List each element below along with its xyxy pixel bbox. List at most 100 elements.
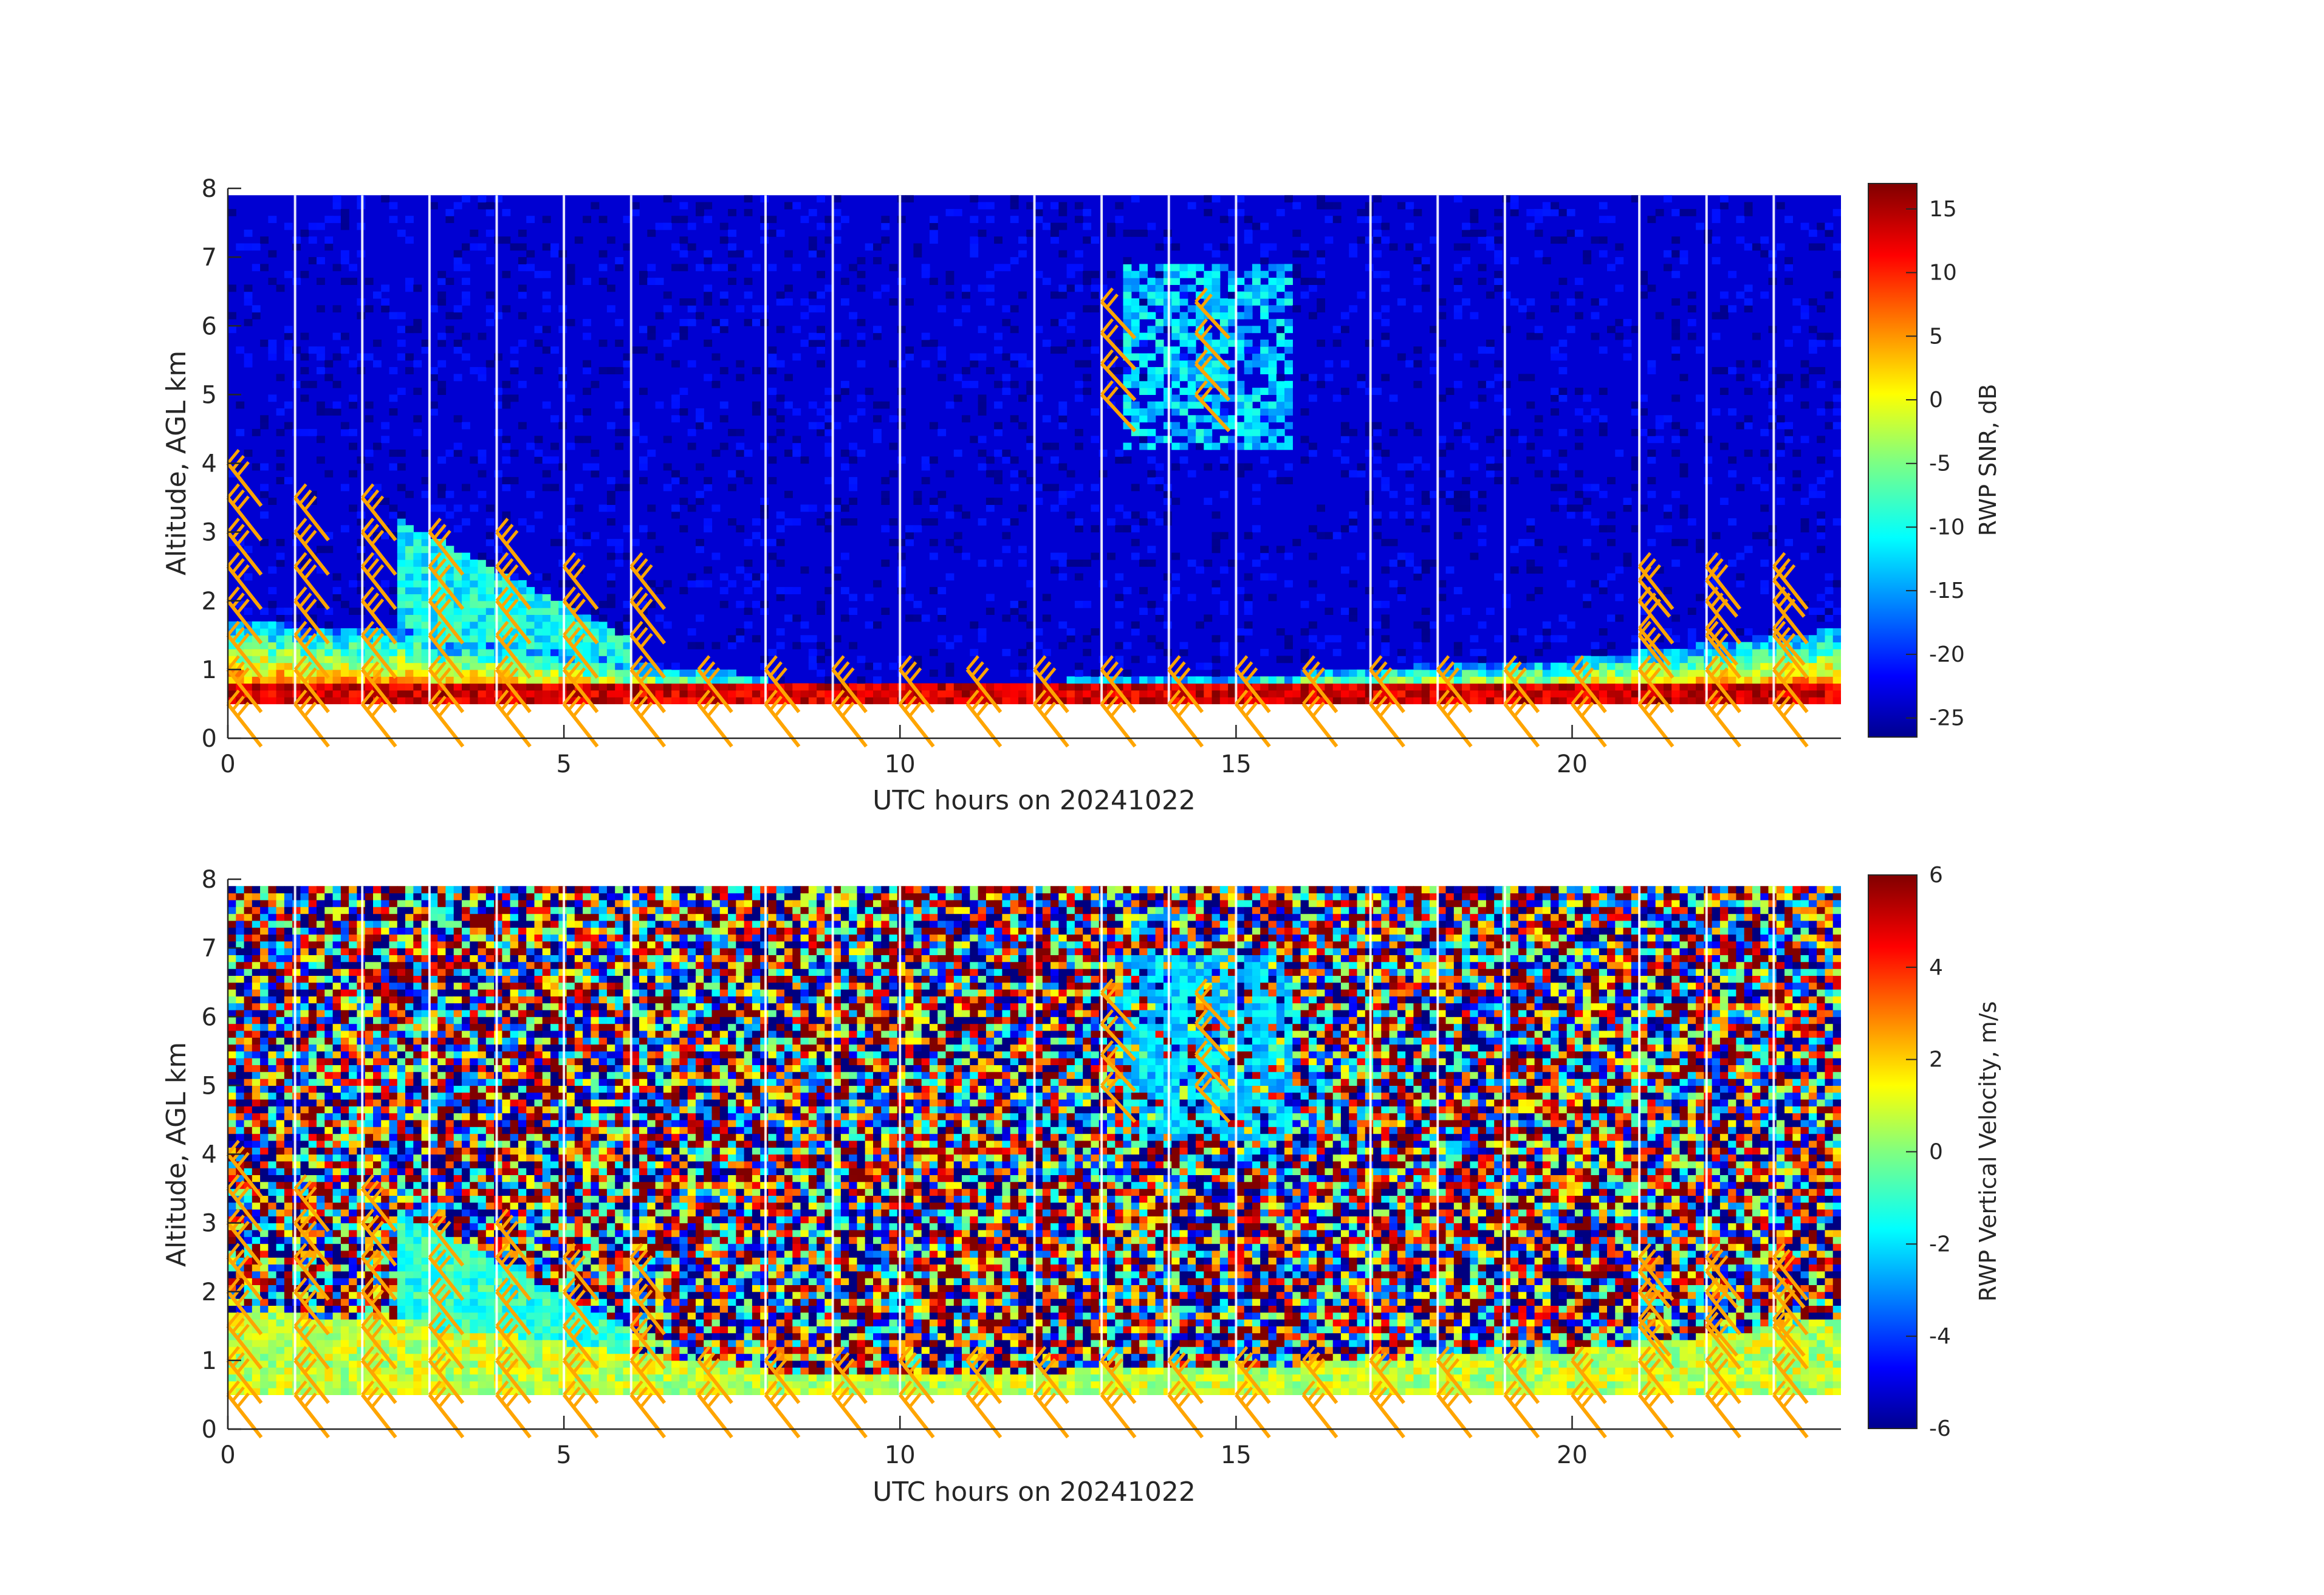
heatmap-cell [236, 1360, 245, 1368]
heatmap-cell [1196, 676, 1204, 684]
heatmap-cell [1058, 463, 1068, 471]
heatmap-cell [744, 676, 753, 684]
heatmap-cell [719, 236, 728, 244]
heatmap-cell [687, 669, 696, 677]
heatmap-cell [478, 243, 487, 251]
heatmap-cell [1115, 697, 1124, 704]
heatmap-cell [228, 1195, 236, 1203]
heatmap-cell [236, 463, 245, 471]
heatmap-cell [236, 1023, 245, 1031]
heatmap-cell [260, 927, 269, 935]
heatmap-cell [284, 332, 293, 340]
heatmap-cell [719, 587, 728, 594]
heatmap-cell [1373, 470, 1382, 478]
heatmap-cell [1558, 236, 1568, 244]
heatmap-cell [1171, 394, 1181, 402]
heatmap-cell [978, 401, 987, 409]
heatmap-cell [889, 264, 898, 272]
heatmap-cell [1478, 380, 1487, 388]
heatmap-cell [728, 484, 736, 492]
heatmap-cell [268, 1044, 277, 1052]
heatmap-cell [1260, 367, 1269, 374]
heatmap-cell [1817, 697, 1826, 704]
heatmap-cell [1083, 676, 1092, 684]
heatmap-cell [1526, 456, 1535, 464]
heatmap-cell [276, 1154, 285, 1162]
heatmap-cell [365, 463, 374, 471]
heatmap-cell [615, 367, 624, 374]
heatmap-cell [1784, 690, 1793, 698]
heatmap-cell [236, 1312, 245, 1320]
heatmap-cell [1066, 284, 1075, 292]
heatmap-cell [526, 690, 535, 698]
heatmap-cell [1155, 298, 1164, 306]
heatmap-cell [1558, 353, 1568, 361]
heatmap-cell [397, 676, 406, 684]
heatmap-cell [494, 621, 502, 629]
heatmap-cell [889, 298, 898, 306]
heatmap-cell [389, 676, 398, 684]
heatmap-cell [1502, 600, 1511, 608]
heatmap-cell [1083, 360, 1092, 368]
heatmap-cell [583, 388, 591, 395]
heatmap-cell [1300, 374, 1309, 382]
heatmap-cell [671, 504, 680, 512]
heatmap-cell [679, 525, 688, 533]
heatmap-cell [970, 380, 979, 388]
heatmap-cell [832, 208, 842, 216]
heatmap-cell [1413, 380, 1422, 388]
heatmap-cell [566, 442, 575, 450]
heatmap-cell [574, 697, 583, 704]
heatmap-cell [978, 690, 987, 698]
heatmap-cell [639, 600, 648, 608]
heatmap-cell [1131, 690, 1140, 698]
heatmap-cell [1332, 648, 1342, 656]
heatmap-cell [897, 573, 906, 581]
wind-barb [1705, 689, 1742, 748]
heatmap-cell [1631, 683, 1640, 691]
heatmap-cell [244, 982, 253, 990]
heatmap-cell [453, 339, 462, 347]
heatmap-cell [340, 600, 349, 608]
heatmap-cell [260, 1381, 269, 1388]
heatmap-cell [1438, 676, 1447, 684]
heatmap-cell [1397, 463, 1406, 471]
heatmap-cell [1639, 408, 1648, 416]
heatmap-cell [1486, 669, 1495, 677]
heatmap-cell [485, 635, 495, 643]
heatmap-cell [704, 518, 713, 526]
heatmap-cell [324, 608, 334, 615]
heatmap-cell [1091, 525, 1100, 533]
heatmap-cell [1486, 683, 1495, 691]
heatmap-cell [502, 456, 511, 464]
heatmap-cell [1397, 552, 1406, 560]
heatmap-cell [1534, 587, 1543, 594]
heatmap-cell [1002, 305, 1011, 313]
heatmap-cell [1074, 284, 1083, 292]
heatmap-cell [776, 628, 785, 636]
heatmap-cell [1187, 594, 1196, 602]
heatmap-cell [1817, 305, 1826, 313]
heatmap-cell [696, 614, 704, 622]
heatmap-cell [881, 216, 890, 224]
heatmap-cell [276, 1175, 285, 1182]
heatmap-cell [526, 676, 535, 684]
heatmap-cell [1204, 676, 1213, 684]
heatmap-cell [1179, 270, 1188, 278]
heatmap-cell [1300, 683, 1309, 691]
heatmap-cell [276, 1250, 285, 1258]
heatmap-cell [244, 229, 253, 237]
heatmap-cell [1139, 291, 1148, 299]
heatmap-cell [1679, 463, 1688, 471]
heatmap-cell [260, 1278, 269, 1285]
heatmap-cell [1123, 408, 1132, 416]
heatmap-cell [1664, 656, 1672, 664]
heatmap-cell [1123, 353, 1132, 361]
heatmap-cell [1179, 312, 1188, 320]
heatmap-cell [284, 1099, 293, 1106]
heatmap-cell [1470, 635, 1479, 643]
heatmap-cell [1373, 442, 1382, 450]
heatmap-cell [1760, 648, 1769, 656]
heatmap-cell [453, 621, 462, 629]
heatmap-cell [1671, 208, 1681, 216]
